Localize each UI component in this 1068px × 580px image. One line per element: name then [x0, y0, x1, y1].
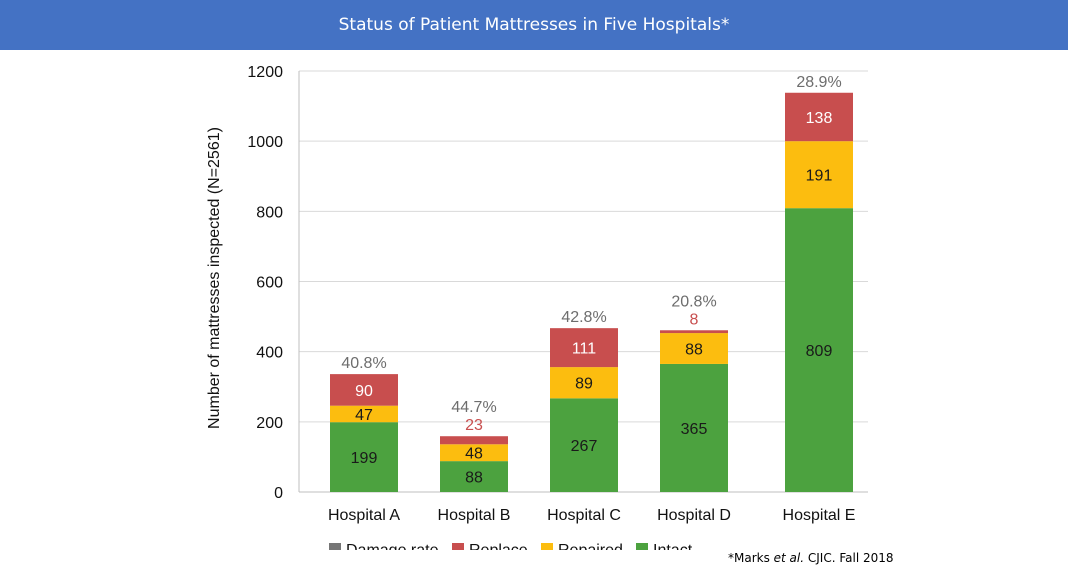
- data-label-intact: 88: [465, 470, 483, 487]
- legend-label: Repaired: [558, 542, 623, 550]
- x-tick-label: Hospital C: [547, 507, 621, 524]
- damage-rate-label: 20.8%: [671, 293, 716, 310]
- x-tick-label: Hospital D: [657, 507, 731, 524]
- data-label-replace: 90: [355, 383, 373, 400]
- y-tick-label: 1200: [247, 64, 283, 81]
- bar-segment-intact: [785, 208, 853, 492]
- data-label-intact: 365: [681, 421, 708, 438]
- bar-segment-replace: [785, 92, 853, 142]
- x-tick-label: Hospital A: [328, 507, 400, 524]
- bar-segment-replace: [550, 328, 618, 368]
- y-tick-label: 0: [274, 485, 283, 502]
- data-label-intact: 809: [806, 343, 833, 360]
- legend-label: Intact: [653, 542, 693, 550]
- data-label-repaired: 48: [465, 446, 483, 463]
- source-footnote: *Marks et al. CJIC. Fall 2018: [728, 551, 894, 565]
- data-label-intact: 267: [571, 438, 598, 455]
- bar-segment-repaired: [660, 333, 728, 364]
- damage-rate-label: 44.7%: [451, 399, 496, 416]
- bar-segment-replace: [440, 436, 508, 445]
- legend-swatch: [636, 543, 648, 550]
- axes: 0 200 400 600 800 1000 1200 Number of mattresse…: [206, 64, 868, 524]
- bar-segment-intact: [660, 363, 728, 492]
- chart-title: Status of Patient Mattresses in Five Hos…: [338, 15, 730, 35]
- legend-swatch: [452, 543, 464, 550]
- data-label-replace: 111: [572, 341, 596, 358]
- y-axis-title: Number of mattresses inspected (N=2561): [206, 127, 223, 429]
- x-tick-label: Hospital E: [783, 507, 856, 524]
- chart-title-banner: Status of Patient Mattresses in Five Hos…: [0, 0, 1068, 50]
- data-label-repaired: 47: [355, 407, 373, 424]
- data-label-repaired: 88: [685, 342, 703, 359]
- data-label-replace: 8: [690, 311, 699, 328]
- bar-segment-replace: [660, 330, 728, 334]
- damage-rate-label: 40.8%: [341, 355, 386, 372]
- stacked-bar-chart: 0 200 400 600 800 1000 1200 Number of mattresse…: [206, 64, 868, 550]
- data-label-replace: 138: [806, 110, 833, 127]
- bar-segment-intact: [330, 422, 398, 492]
- data-label-replace: 23: [465, 417, 483, 434]
- bar-segment-intact: [440, 461, 508, 492]
- bar-segment-repaired: [550, 367, 618, 399]
- footnote-suffix: CJIC. Fall 2018: [804, 551, 894, 565]
- y-tick-label: 600: [256, 275, 283, 292]
- bar-segment-repaired: [330, 405, 398, 423]
- bar-segment-intact: [550, 398, 618, 492]
- gridlines: [299, 70, 868, 423]
- data-label-repaired: 191: [806, 168, 833, 185]
- footnote-italic: et al.: [773, 551, 805, 565]
- y-tick-label: 200: [256, 415, 283, 432]
- damage-rate-label: 42.8%: [561, 309, 606, 326]
- damage-rate-label: 28.9%: [796, 74, 841, 91]
- data-label-intact: 199: [351, 450, 378, 467]
- bar-segment-replace: [330, 374, 398, 406]
- bar-segment-repaired: [440, 444, 508, 462]
- legend-swatch: [541, 543, 553, 550]
- y-tick-label: 400: [256, 345, 283, 362]
- legend-label: Damage rate: [346, 542, 439, 550]
- bar-segment-repaired: [785, 141, 853, 209]
- x-tick-label: Hospital B: [438, 507, 511, 524]
- data-label-repaired: 89: [575, 376, 593, 393]
- legend: Damage rate Replace Repaired Intact: [329, 542, 693, 550]
- legend-swatch: [329, 543, 341, 550]
- y-tick-label: 800: [256, 204, 283, 221]
- legend-label: Replace: [469, 542, 528, 550]
- y-tick-label: 1000: [247, 134, 283, 151]
- footnote-prefix: *Marks: [728, 551, 774, 565]
- bars: [330, 92, 853, 492]
